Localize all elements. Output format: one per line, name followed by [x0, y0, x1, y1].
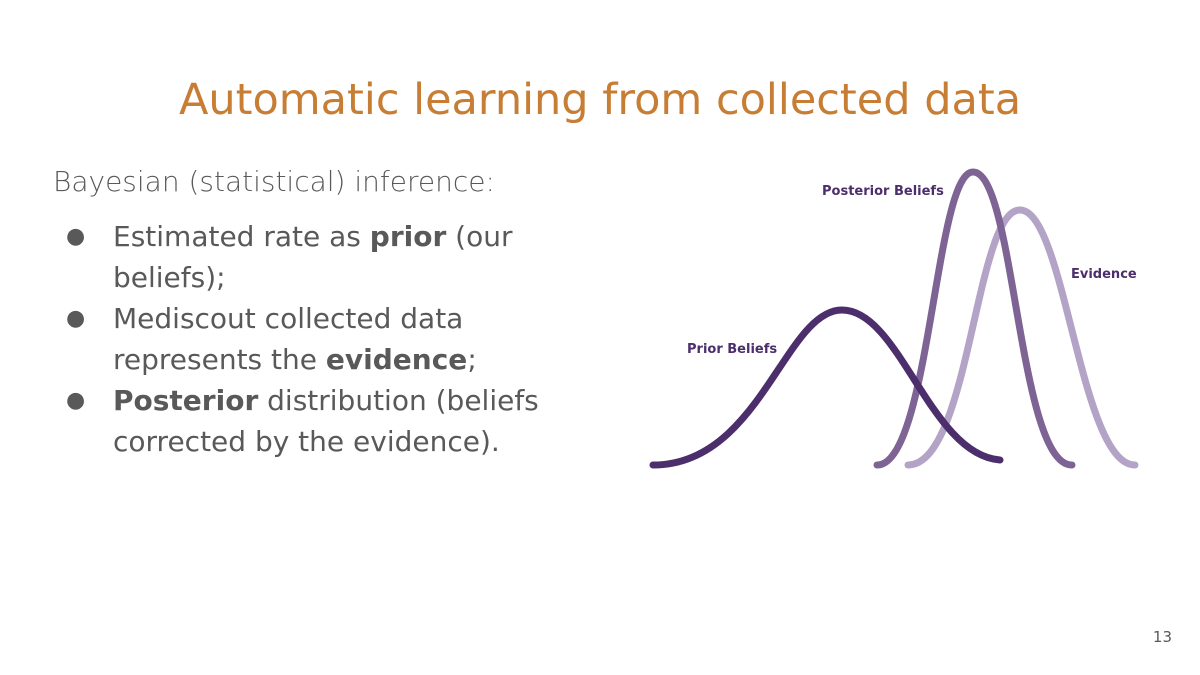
prior-label: Prior Beliefs — [687, 342, 777, 357]
evidence-curve — [904, 206, 1139, 469]
evidence-label: Evidence — [1071, 267, 1137, 282]
curves-svg: Posterior Beliefs Evidence Prior Beliefs — [649, 168, 1139, 469]
bullet-item-evidence: ● Mediscout collected data represents the… — [53, 298, 613, 380]
bullet-dot-icon: ● — [66, 224, 86, 249]
posterior-curve — [873, 168, 1076, 469]
prior-curve — [649, 306, 1004, 469]
bullet-list: ● Estimated rate as prior (our beliefs); … — [53, 216, 613, 462]
bayesian-curves-figure: Posterior Beliefs Evidence Prior Beliefs — [640, 160, 1160, 480]
bullet-dot-icon: ● — [66, 306, 86, 331]
bullet-text-pre: Estimated rate as — [113, 220, 370, 253]
page-number: 13 — [1152, 628, 1172, 646]
bullet-text-bold: Posterior — [113, 384, 259, 417]
bullet-text-pre: Mediscout collected data represents the — [113, 302, 464, 376]
body-text: Bayesian (statistical) inference: ● Estim… — [53, 160, 613, 462]
posterior-label: Posterior Beliefs — [822, 184, 944, 199]
bullet-dot-icon: ● — [66, 388, 86, 413]
bullet-text-post: (our beliefs); — [113, 220, 513, 294]
bullet-text-bold: prior — [369, 220, 447, 253]
bullet-item-prior: ● Estimated rate as prior (our beliefs); — [53, 216, 613, 298]
bullet-item-posterior: ● Posterior distribution (beliefs correct… — [53, 380, 613, 462]
intro-text: Bayesian (statistical) inference: — [53, 165, 495, 198]
bullet-text-bold: evidence — [325, 343, 468, 376]
bullet-text-post: distribution (beliefs corrected by the e… — [113, 384, 539, 458]
bullet-text-post: ; — [467, 343, 477, 376]
slide-title: Automatic learning from collected data — [178, 75, 1022, 125]
